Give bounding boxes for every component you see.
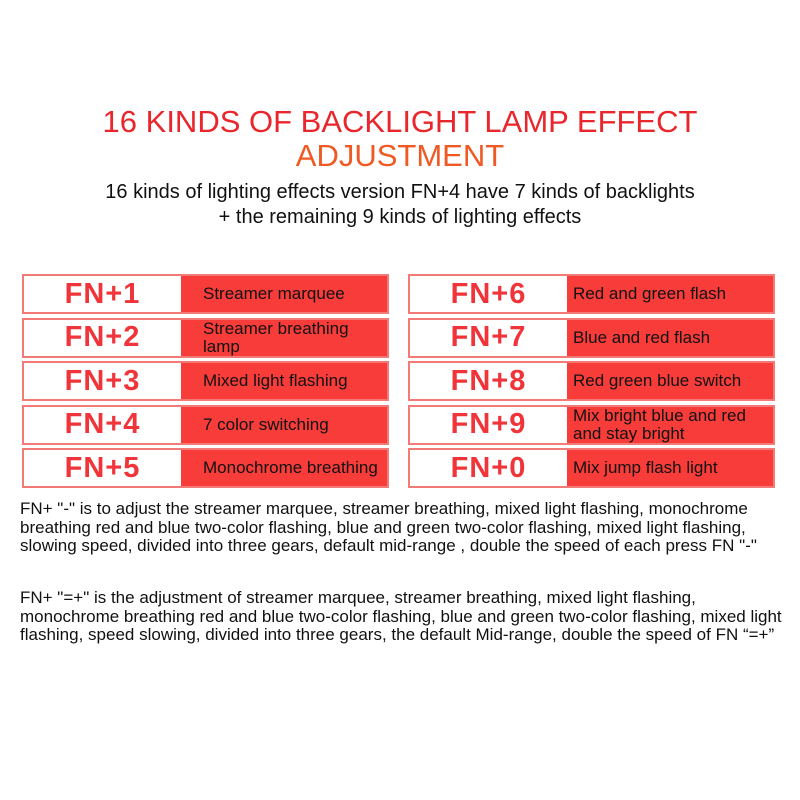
note-minus: FN+ "-" is to adjust the streamer marque…	[20, 499, 757, 555]
effect-description: Streamer marquee	[181, 276, 387, 312]
effect-description: 7 color switching	[181, 406, 387, 443]
key-combo: FN+2	[64, 321, 141, 353]
table-row: FN+5 Monochrome breathing	[22, 448, 389, 488]
table-row: FN+4 7 color switching	[22, 404, 389, 445]
table-row: FN+8 Red green blue switch	[408, 361, 775, 401]
table-row: FN+7 Blue and red flash	[408, 317, 775, 358]
table-row: FN+3 Mixed light flashing	[22, 361, 389, 401]
effect-description: Mix bright blue and red and stay bright	[567, 406, 773, 443]
effect-description: Red and green flash	[567, 276, 773, 312]
key-combo: FN+3	[64, 364, 141, 397]
effect-description: Red green blue switch	[567, 363, 773, 399]
table-row: FN+0 Mix jump flash light	[408, 448, 775, 488]
key-combo: FN+4	[64, 408, 141, 440]
table-row: FN+9 Mix bright blue and red and stay bri…	[408, 404, 775, 445]
effect-description: Streamer breathing lamp	[181, 319, 387, 356]
key-combo: FN+0	[450, 451, 527, 484]
key-combo: FN+9	[450, 408, 527, 440]
key-combo: FN+7	[450, 321, 527, 353]
effect-description: Monochrome breathing	[181, 450, 387, 486]
key-combo: FN+1	[64, 277, 141, 310]
table-row: FN+2 Streamer breathing lamp	[22, 317, 389, 358]
key-combo: FN+5	[64, 451, 141, 484]
effect-description: Mix jump flash light	[567, 450, 773, 486]
table-row: FN+1 Streamer marquee	[22, 274, 389, 314]
left-table: FN+1 Streamer marquee FN+2 Streamer breath…	[22, 274, 389, 492]
effect-description: Blue and red flash	[567, 319, 773, 356]
table-row: FN+6 Red and green flash	[408, 274, 775, 314]
subtitle: 16 kinds of lighting effects version FN+…	[105, 181, 695, 228]
title-line-2: ADJUSTMENT	[295, 138, 505, 173]
effect-description: Mixed light flashing	[181, 363, 387, 399]
right-table: FN+6 Red and green flash FN+7 Blue and red…	[408, 274, 775, 492]
key-combo: FN+6	[450, 277, 527, 310]
key-combo: FN+8	[450, 364, 527, 397]
note-plus: FN+ "=+" is the adjustment of streamer m…	[20, 588, 782, 644]
title-line-1: 16 KINDS OF BACKLIGHT LAMP EFFECT	[102, 104, 698, 139]
